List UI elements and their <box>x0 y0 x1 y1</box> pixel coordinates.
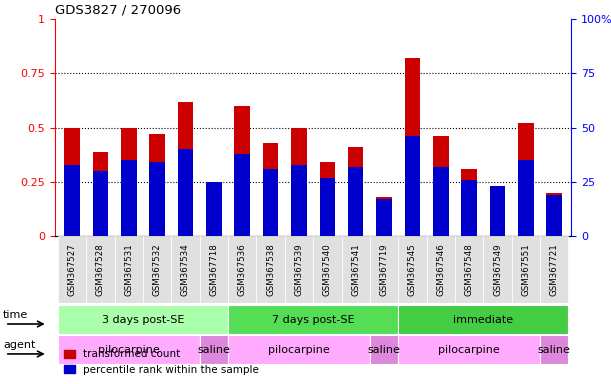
Bar <box>342 236 370 303</box>
Bar <box>58 236 86 303</box>
Legend: transformed count, percentile rank within the sample: transformed count, percentile rank withi… <box>60 345 263 379</box>
Text: GSM367538: GSM367538 <box>266 243 275 296</box>
Bar <box>257 236 285 303</box>
Bar <box>235 106 250 236</box>
Bar <box>370 236 398 303</box>
Bar <box>313 236 342 303</box>
Bar <box>426 236 455 303</box>
Bar <box>540 236 568 303</box>
Bar <box>518 160 533 236</box>
Text: 3 days post-SE: 3 days post-SE <box>102 314 184 325</box>
Bar <box>64 165 80 236</box>
Text: GSM367527: GSM367527 <box>67 243 76 296</box>
Text: saline: saline <box>197 344 230 355</box>
Bar <box>461 180 477 236</box>
Text: GSM367551: GSM367551 <box>521 243 530 296</box>
Text: GSM367548: GSM367548 <box>464 243 474 296</box>
Bar <box>171 236 200 303</box>
Bar <box>461 169 477 236</box>
Text: GSM367541: GSM367541 <box>351 243 360 296</box>
Bar <box>93 152 108 236</box>
Text: GSM367539: GSM367539 <box>295 243 304 296</box>
Bar <box>149 134 165 236</box>
Bar <box>398 335 540 364</box>
Text: GSM367721: GSM367721 <box>550 243 559 296</box>
Bar <box>433 136 448 236</box>
Text: immediate: immediate <box>453 314 513 325</box>
Bar <box>320 177 335 236</box>
Text: GDS3827 / 270096: GDS3827 / 270096 <box>55 3 181 17</box>
Bar <box>64 127 80 236</box>
Bar <box>58 305 228 334</box>
Bar <box>206 182 222 236</box>
Bar <box>398 305 568 334</box>
Bar <box>376 199 392 236</box>
Bar <box>143 236 171 303</box>
Text: GSM367719: GSM367719 <box>379 243 389 296</box>
Bar <box>376 197 392 236</box>
Bar <box>200 236 228 303</box>
Bar <box>546 193 562 236</box>
Bar <box>263 143 279 236</box>
Bar <box>86 236 114 303</box>
Bar <box>121 127 136 236</box>
Bar <box>263 169 279 236</box>
Text: GSM367545: GSM367545 <box>408 243 417 296</box>
Bar <box>398 236 426 303</box>
Text: agent: agent <box>3 340 35 350</box>
Bar <box>228 305 398 334</box>
Bar <box>291 127 307 236</box>
Text: GSM367549: GSM367549 <box>493 243 502 296</box>
Text: GSM367531: GSM367531 <box>124 243 133 296</box>
Bar <box>433 167 448 236</box>
Bar <box>512 236 540 303</box>
Text: saline: saline <box>368 344 400 355</box>
Bar <box>546 195 562 236</box>
Text: pilocarpine: pilocarpine <box>98 344 159 355</box>
Bar <box>404 136 420 236</box>
Bar <box>178 102 193 236</box>
Bar <box>93 171 108 236</box>
Bar <box>228 236 257 303</box>
Text: pilocarpine: pilocarpine <box>268 344 330 355</box>
Text: GSM367532: GSM367532 <box>153 243 162 296</box>
Bar <box>455 236 483 303</box>
Text: saline: saline <box>538 344 571 355</box>
Text: GSM367528: GSM367528 <box>96 243 105 296</box>
Text: 7 days post-SE: 7 days post-SE <box>272 314 354 325</box>
Bar <box>228 335 370 364</box>
Bar <box>348 167 364 236</box>
Bar <box>518 123 533 236</box>
Text: GSM367534: GSM367534 <box>181 243 190 296</box>
Bar <box>121 160 136 236</box>
Bar <box>200 335 228 364</box>
Bar <box>490 186 505 236</box>
Bar <box>348 147 364 236</box>
Text: GSM367546: GSM367546 <box>436 243 445 296</box>
Bar <box>291 165 307 236</box>
Text: pilocarpine: pilocarpine <box>438 344 500 355</box>
Bar <box>235 154 250 236</box>
Bar <box>285 236 313 303</box>
Text: time: time <box>3 310 28 320</box>
Text: GSM367540: GSM367540 <box>323 243 332 296</box>
Bar <box>490 190 505 236</box>
Bar <box>404 58 420 236</box>
Bar <box>370 335 398 364</box>
Text: GSM367718: GSM367718 <box>210 243 218 296</box>
Text: GSM367536: GSM367536 <box>238 243 247 296</box>
Bar <box>114 236 143 303</box>
Bar <box>206 182 222 236</box>
Bar <box>58 335 200 364</box>
Bar <box>483 236 512 303</box>
Bar <box>320 162 335 236</box>
Bar <box>149 162 165 236</box>
Bar <box>540 335 568 364</box>
Bar <box>178 149 193 236</box>
